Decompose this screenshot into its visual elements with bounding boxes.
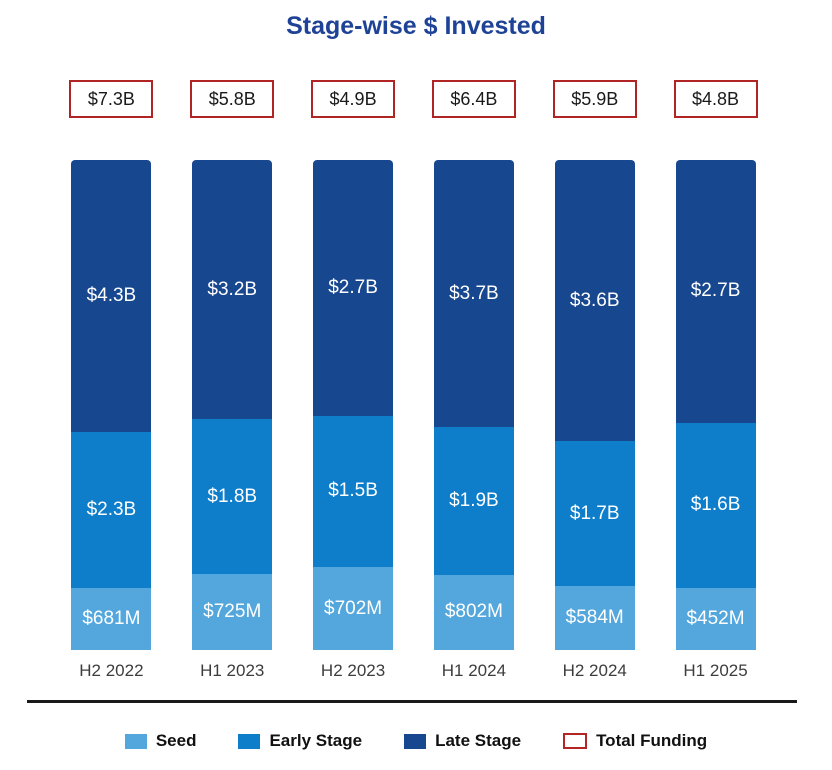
bar-segment-early-stage: $1.9B xyxy=(433,427,514,575)
stacked-bar-h1-2023: $3.2B $1.8B $725M xyxy=(192,160,273,650)
legend-item-total-funding: Total Funding xyxy=(563,731,707,751)
chart-title: Stage-wise $ Invested xyxy=(286,12,546,40)
bar-cell: $2.7B $1.5B $702M xyxy=(293,160,414,650)
total-box-cell: $4.9B xyxy=(293,80,414,118)
bar-segment-early-stage: $1.5B xyxy=(313,415,394,568)
stacked-bar-h2-2022: $4.3B $2.3B $681M xyxy=(71,160,152,650)
category-label: H1 2023 xyxy=(200,661,265,680)
category-cell: H1 2025 xyxy=(655,661,776,681)
stacked-bar-h1-2025: $2.7B $1.6B $452M xyxy=(675,160,756,650)
total-funding-box: $6.4B xyxy=(431,80,516,118)
bar-segment-seed: $584M xyxy=(554,585,635,650)
segment-label: $2.7B xyxy=(328,276,378,298)
segment-label: $2.3B xyxy=(86,499,137,521)
bar-segment-late-stage: $3.7B xyxy=(433,160,514,428)
category-label: H2 2024 xyxy=(562,661,627,680)
bar-cell: $2.7B $1.6B $452M xyxy=(655,160,776,650)
total-funding-box: $5.9B xyxy=(552,80,637,118)
legend-swatch-icon xyxy=(238,733,261,749)
segment-label: $702M xyxy=(324,597,383,619)
segment-label: $1.7B xyxy=(569,502,620,524)
bar-segment-seed: $452M xyxy=(675,587,756,650)
legend-swatch-icon xyxy=(124,733,147,749)
segment-label: $1.8B xyxy=(207,485,258,507)
segment-label: $1.9B xyxy=(449,489,499,511)
total-box-cell: $5.8B xyxy=(172,80,293,118)
chart-area: $7.3B $5.8B $4.9B $6.4B $5.9B $4.8B $4.3B $2.3… xyxy=(27,80,797,703)
totals-row: $7.3B $5.8B $4.9B $6.4B $5.9B $4.8B xyxy=(51,80,776,118)
legend-item-seed: Seed xyxy=(124,731,197,751)
bar-segment-late-stage: $3.2B xyxy=(192,160,273,419)
bar-segment-seed: $725M xyxy=(192,574,273,650)
bar-segment-seed: $702M xyxy=(313,567,394,650)
segment-label: $584M xyxy=(565,606,624,628)
x-axis-line xyxy=(27,700,797,703)
total-funding-box: $4.9B xyxy=(311,80,396,118)
bar-segment-seed: $802M xyxy=(433,574,514,650)
bar-segment-late-stage: $3.6B xyxy=(554,160,635,442)
category-label: H2 2022 xyxy=(79,661,144,680)
bar-segment-early-stage: $1.6B xyxy=(675,422,756,588)
legend-item-late-stage: Late Stage xyxy=(404,731,521,751)
bar-cell: $3.2B $1.8B $725M xyxy=(172,160,293,650)
segment-label: $802M xyxy=(444,601,503,623)
bar-segment-early-stage: $1.8B xyxy=(192,419,273,575)
segment-label: $452M xyxy=(686,607,745,629)
bars-row: $4.3B $2.3B $681M $3.2B $1.8B $725M $2.7B $1.5B… xyxy=(51,160,776,650)
category-cell: H2 2022 xyxy=(51,661,172,681)
total-funding-box: $5.8B xyxy=(190,80,275,118)
total-box-cell: $6.4B xyxy=(413,80,534,118)
category-label: H1 2025 xyxy=(683,661,748,680)
total-box-cell: $7.3B xyxy=(51,80,172,118)
segment-label: $725M xyxy=(203,601,262,623)
legend-label: Late Stage xyxy=(435,731,522,750)
legend: Seed Early Stage Late Stage Total Funding xyxy=(0,731,832,751)
bar-segment-early-stage: $2.3B xyxy=(71,432,152,589)
legend-label: Total Funding xyxy=(596,731,708,750)
category-cell: H1 2024 xyxy=(413,661,534,681)
total-box-cell: $5.9B xyxy=(534,80,655,118)
segment-label: $1.5B xyxy=(328,480,378,502)
category-label: H2 2023 xyxy=(320,661,386,680)
category-row: H2 2022 H1 2023 H2 2023 H1 2024 H2 2024 H1 20… xyxy=(51,661,776,681)
legend-item-early-stage: Early Stage xyxy=(238,731,362,751)
total-box-cell: $4.8B xyxy=(655,80,776,118)
segment-label: $3.6B xyxy=(569,289,620,311)
total-funding-box: $4.8B xyxy=(673,80,758,118)
stacked-bar-h2-2024: $3.6B $1.7B $584M xyxy=(554,160,635,650)
segment-label: $3.2B xyxy=(207,278,258,300)
segment-label: $1.6B xyxy=(690,494,741,516)
bar-cell: $3.7B $1.9B $802M xyxy=(413,160,534,650)
category-cell: H2 2023 xyxy=(293,661,414,681)
segment-label: $681M xyxy=(82,608,141,630)
total-funding-box: $7.3B xyxy=(69,80,154,118)
stacked-bar-h1-2024: $3.7B $1.9B $802M xyxy=(433,160,514,650)
legend-label: Seed xyxy=(155,731,197,750)
category-cell: H1 2023 xyxy=(172,661,293,681)
legend-label: Early Stage xyxy=(269,731,363,750)
segment-label: $4.3B xyxy=(86,285,137,307)
stacked-bar-h2-2023: $2.7B $1.5B $702M xyxy=(313,160,394,650)
segment-label: $2.7B xyxy=(690,280,741,302)
bar-segment-late-stage: $2.7B xyxy=(313,160,394,416)
bar-cell: $4.3B $2.3B $681M xyxy=(51,160,172,650)
bar-cell: $3.6B $1.7B $584M xyxy=(534,160,655,650)
segment-label: $3.7B xyxy=(449,282,499,304)
bar-segment-late-stage: $2.7B xyxy=(675,160,756,423)
category-label: H1 2024 xyxy=(441,661,507,680)
legend-swatch-icon xyxy=(563,733,588,749)
bar-segment-early-stage: $1.7B xyxy=(554,441,635,586)
bar-segment-late-stage: $4.3B xyxy=(71,160,152,433)
legend-swatch-icon xyxy=(404,733,427,749)
category-cell: H2 2024 xyxy=(534,661,655,681)
bar-segment-seed: $681M xyxy=(71,588,152,650)
